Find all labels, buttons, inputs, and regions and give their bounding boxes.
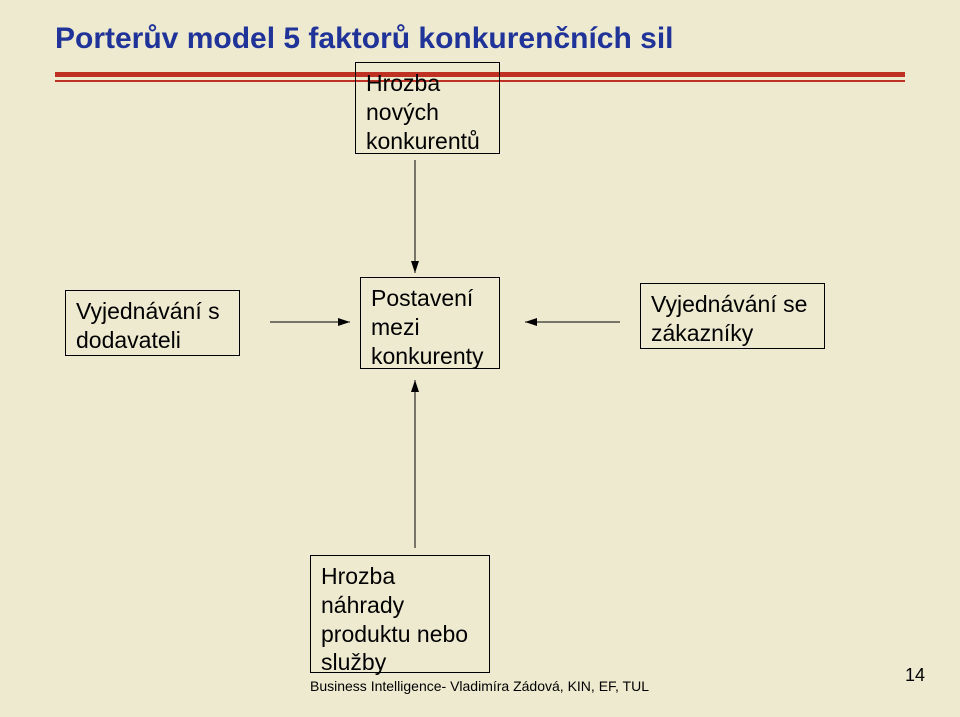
footer-text: Business Intelligence- Vladimíra Zádová,… (310, 678, 649, 694)
box-right: Vyjednávání se zákazníky (640, 283, 825, 349)
box-bottom: Hrozba náhrady produktu nebo služby (310, 555, 490, 673)
box-left: Vyjednávání s dodavateli (65, 290, 240, 356)
slide-title: Porterův model 5 faktorů konkurenčních s… (55, 22, 674, 56)
page-number: 14 (905, 665, 925, 686)
slide: { "canvas": { "width": 960, "height": 71… (0, 0, 960, 717)
box-center: Postavení mezi konkurenty (360, 277, 500, 369)
box-top: Hrozba nových konkurentů (355, 62, 500, 154)
